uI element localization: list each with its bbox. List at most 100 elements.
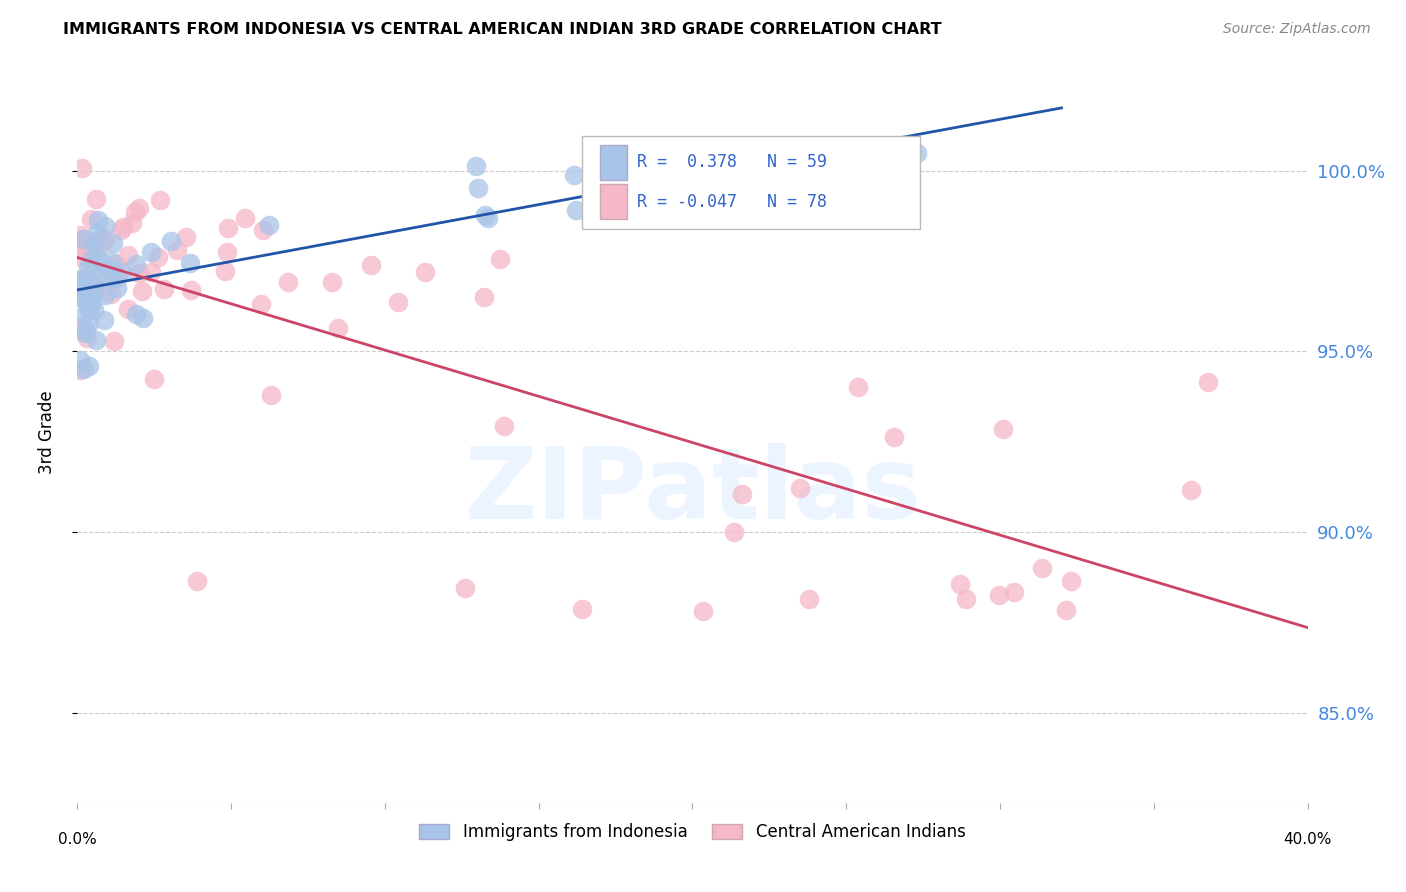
Point	[72, 232, 94, 246]
Point	[214, 264, 236, 278]
Point	[905, 145, 928, 160]
Point	[73, 362, 96, 376]
Point	[117, 302, 139, 317]
Point	[94, 219, 117, 234]
Point	[89, 273, 111, 287]
Point	[321, 276, 343, 290]
Text: ZIPatlas: ZIPatlas	[464, 443, 921, 541]
Text: Source: ZipAtlas.com: Source: ZipAtlas.com	[1223, 22, 1371, 37]
Bar	[600, 145, 627, 180]
Point	[70, 161, 93, 175]
Point	[77, 260, 100, 274]
Point	[128, 266, 150, 280]
Point	[84, 283, 107, 297]
Point	[955, 592, 977, 607]
Point	[83, 281, 105, 295]
Point	[82, 295, 104, 310]
Point	[128, 201, 150, 215]
Point	[277, 276, 299, 290]
Point	[80, 211, 103, 226]
Point	[160, 235, 183, 249]
Point	[86, 226, 108, 240]
Point	[77, 303, 100, 318]
Point	[82, 262, 104, 277]
FancyBboxPatch shape	[582, 136, 920, 229]
Point	[79, 251, 101, 265]
Point	[103, 236, 125, 251]
Point	[233, 211, 256, 226]
Point	[1031, 561, 1053, 575]
Point	[564, 168, 586, 182]
Point	[252, 223, 274, 237]
Point	[257, 218, 280, 232]
Point	[72, 291, 94, 305]
Point	[662, 197, 685, 211]
Point	[69, 284, 91, 298]
Point	[93, 288, 115, 302]
Point	[125, 307, 148, 321]
Point	[799, 591, 821, 606]
Point	[166, 244, 188, 258]
Point	[489, 252, 512, 266]
Point	[97, 269, 120, 284]
Point	[72, 309, 94, 323]
Point	[80, 290, 103, 304]
Point	[131, 285, 153, 299]
Point	[77, 316, 100, 330]
Point	[69, 320, 91, 334]
Point	[186, 574, 208, 588]
Point	[789, 481, 811, 495]
Point	[75, 326, 97, 340]
Point	[107, 268, 129, 283]
Point	[883, 430, 905, 444]
Point	[105, 257, 128, 271]
Point	[103, 334, 125, 348]
Bar	[600, 184, 627, 219]
Point	[69, 363, 91, 377]
Point	[991, 422, 1014, 436]
Point	[69, 250, 91, 264]
Point	[125, 257, 148, 271]
Point	[139, 265, 162, 279]
Point	[83, 303, 105, 318]
Point	[98, 261, 121, 276]
Point	[69, 282, 91, 296]
Point	[84, 192, 107, 206]
Point	[77, 359, 100, 373]
Point	[76, 331, 98, 345]
Point	[692, 604, 714, 618]
Point	[86, 333, 108, 347]
Text: IMMIGRANTS FROM INDONESIA VS CENTRAL AMERICAN INDIAN 3RD GRADE CORRELATION CHART: IMMIGRANTS FROM INDONESIA VS CENTRAL AME…	[63, 22, 942, 37]
Point	[731, 486, 754, 500]
Point	[89, 253, 111, 268]
Point	[124, 205, 146, 219]
Point	[132, 311, 155, 326]
Point	[69, 352, 91, 367]
Point	[83, 236, 105, 251]
Point	[1059, 574, 1081, 589]
Point	[949, 577, 972, 591]
Point	[100, 286, 122, 301]
Point	[492, 418, 515, 433]
Text: 0.0%: 0.0%	[58, 831, 97, 847]
Point	[69, 241, 91, 255]
Point	[1180, 483, 1202, 497]
Point	[143, 372, 166, 386]
Point	[69, 228, 91, 243]
Point	[72, 325, 94, 339]
Point	[70, 272, 93, 286]
Point	[139, 244, 162, 259]
Point	[465, 159, 488, 173]
Point	[76, 296, 98, 310]
Point	[69, 275, 91, 289]
Point	[565, 202, 588, 217]
Point	[93, 312, 115, 326]
Point	[738, 163, 761, 178]
Point	[477, 211, 499, 225]
Point	[100, 253, 122, 268]
Point	[111, 265, 134, 279]
Point	[360, 258, 382, 272]
Point	[453, 581, 475, 595]
Point	[87, 212, 110, 227]
Point	[73, 293, 96, 307]
